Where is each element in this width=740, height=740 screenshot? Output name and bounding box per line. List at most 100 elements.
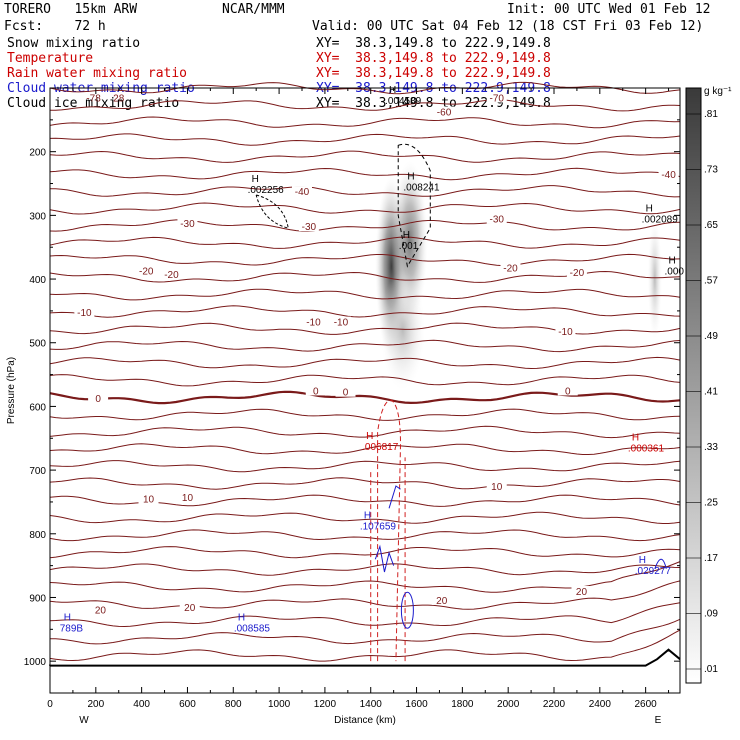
isotherm-line bbox=[49, 460, 681, 473]
isotherm-line bbox=[49, 511, 681, 524]
isotherm-label: -20 bbox=[570, 268, 585, 279]
x-tick-label: 1000 bbox=[268, 699, 291, 710]
isotherm-label: -30 bbox=[490, 214, 505, 225]
isotherm-label: -10 bbox=[77, 308, 92, 319]
maximum-marker: H bbox=[639, 555, 646, 566]
y-tick-label: 600 bbox=[29, 402, 46, 413]
isotherm-line bbox=[49, 133, 681, 146]
isotherm-line bbox=[49, 219, 681, 232]
colorbar-tick-label: .09 bbox=[704, 609, 718, 620]
maximum-value: .008241 bbox=[403, 183, 440, 194]
contour-label-bg bbox=[292, 186, 312, 197]
isotherm-line bbox=[49, 322, 681, 335]
isotherm-label: 0 bbox=[343, 388, 349, 399]
contour-label-bg bbox=[177, 217, 198, 228]
isotherm-label: 20 bbox=[436, 596, 448, 607]
y-tick-label: 1000 bbox=[24, 657, 47, 668]
x-tick-label: 2000 bbox=[497, 699, 520, 710]
x-endpoint-west: W bbox=[79, 715, 89, 726]
y-tick-label: 200 bbox=[29, 148, 46, 159]
isotherm-line bbox=[49, 305, 681, 318]
isotherm-label: 0 bbox=[313, 386, 319, 397]
maximum-value: .029277 bbox=[635, 566, 672, 577]
header-fcst: Fcst: 72 h bbox=[4, 19, 106, 34]
contour-label-bg bbox=[335, 386, 356, 397]
field-name: Snow mixing ratio bbox=[7, 36, 141, 51]
y-tick-label: 900 bbox=[29, 593, 46, 604]
maximum-value: .004589 bbox=[385, 96, 422, 107]
isotherm-label: 0 bbox=[95, 394, 101, 405]
isotherm-label: 20 bbox=[95, 605, 107, 616]
isotherm-line bbox=[50, 99, 681, 112]
cloud-water-contour bbox=[654, 558, 667, 569]
maximum-value: .001 bbox=[399, 241, 419, 252]
maximum-marker: H bbox=[366, 431, 373, 442]
snow-shading bbox=[380, 270, 425, 390]
isotherm-label: -78 bbox=[86, 93, 101, 104]
contour-label-bg bbox=[298, 221, 319, 232]
contour-label-bg bbox=[486, 213, 507, 224]
contour-label-bg bbox=[305, 385, 326, 396]
y-tick-label: 800 bbox=[29, 530, 46, 541]
colorbar-tick-label: .57 bbox=[704, 276, 718, 287]
x-tick-label: 400 bbox=[133, 699, 150, 710]
isotherm-label: -20 bbox=[164, 270, 179, 281]
isotherm-line bbox=[49, 529, 681, 542]
contour-label-bg bbox=[571, 586, 592, 597]
contour-label-bg bbox=[303, 316, 324, 327]
cloud-water-contour bbox=[374, 485, 401, 573]
maximum-value: .002256 bbox=[248, 185, 285, 196]
maximum-marker: H bbox=[64, 612, 71, 623]
isotherm-line bbox=[49, 390, 681, 405]
colorbar: .01 .09 .17 .25 .33 .41 .49 .57 .65 .73 .81 g kg⁻¹ bbox=[685, 86, 732, 684]
contour-label-bg bbox=[138, 493, 159, 504]
maximum-marker: H bbox=[669, 256, 676, 267]
isotherm-line bbox=[49, 629, 681, 662]
ice-contour bbox=[397, 143, 431, 268]
maximum-value: .000 bbox=[665, 267, 685, 278]
x-tick-label: 1200 bbox=[314, 699, 337, 710]
isotherm-label: -10 bbox=[306, 318, 321, 329]
maximum-marker: H bbox=[646, 203, 653, 214]
isotherm-label: 10 bbox=[182, 493, 194, 504]
field-name: Temperature bbox=[7, 51, 94, 66]
isotherm-line bbox=[49, 339, 681, 353]
contour-label-bg bbox=[90, 604, 111, 615]
isotherm-label: -70 bbox=[490, 93, 505, 104]
contour-label-bg bbox=[177, 491, 198, 502]
colorbar-tick-label: .33 bbox=[704, 442, 718, 453]
maximum-value: .002089 bbox=[642, 214, 679, 225]
y-tick-label: 300 bbox=[29, 211, 46, 222]
ice-contour bbox=[255, 194, 289, 229]
x-axis-label: Distance (km) bbox=[334, 715, 396, 726]
isotherm-line bbox=[49, 374, 681, 387]
isotherm-label: -20 bbox=[139, 267, 154, 278]
isotherm-line bbox=[49, 425, 681, 439]
isotherm-line bbox=[49, 253, 681, 267]
header-valid: Valid: 00 UTC Sat 04 Feb 12 (18 CST Fri … bbox=[312, 19, 704, 34]
isotherm-label: 28 bbox=[113, 93, 125, 104]
isotherm-line bbox=[49, 546, 681, 559]
x-tick-label: 200 bbox=[87, 699, 104, 710]
x-tick-label: 0 bbox=[47, 699, 53, 710]
maximum-value: .000361 bbox=[628, 444, 665, 455]
terrain-line bbox=[49, 648, 681, 667]
isotherm-label: -60 bbox=[437, 107, 452, 118]
isotherm-line bbox=[49, 288, 681, 301]
colorbar-tick-label: .73 bbox=[704, 165, 718, 176]
field-xy-range: XY= 38.3,149.8 to 222.9,149.8 bbox=[316, 51, 551, 66]
contour-label-bg bbox=[136, 265, 157, 276]
colorbar-tick-label: .49 bbox=[704, 331, 718, 342]
maximum-marker: H bbox=[632, 433, 639, 444]
isotherm-label: 20 bbox=[576, 587, 588, 598]
isotherm-line bbox=[49, 81, 681, 95]
isotherm-line bbox=[49, 477, 681, 490]
isotherm-label: -40 bbox=[661, 170, 676, 181]
x-tick-label: 600 bbox=[179, 699, 196, 710]
contour-label-bg bbox=[179, 601, 200, 612]
isotherm-line bbox=[49, 443, 681, 455]
colorbar-unit: g kg⁻¹ bbox=[704, 86, 732, 97]
plot-area: -70 -60 -40 -40 -30 -30 -30 -20 -20 -20 -20 -10 -10 -… bbox=[6, 81, 685, 726]
x-tick-label: 1800 bbox=[451, 699, 474, 710]
y-tick-label: 400 bbox=[29, 275, 46, 286]
